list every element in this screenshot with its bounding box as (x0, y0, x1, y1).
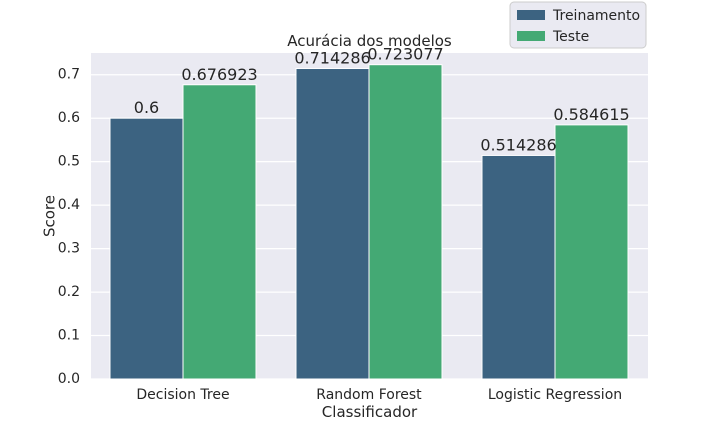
y-axis-title: Score (41, 195, 59, 237)
legend: Treinamento Teste (509, 1, 647, 49)
y-tick-label: 0.4 (58, 197, 80, 213)
x-tick-label: Logistic Regression (488, 387, 622, 403)
x-tick-label: Decision Tree (136, 387, 229, 403)
data-label: 0.514286 (480, 135, 556, 154)
data-label: 0.676923 (181, 65, 257, 84)
x-tick-label: Random Forest (316, 387, 422, 403)
y-tick-label: 0.3 (58, 241, 80, 257)
data-label: 0.6 (134, 98, 159, 117)
legend-label-treinamento: Treinamento (552, 8, 640, 24)
bar-logistic-regression-teste (554, 124, 629, 380)
legend-swatch-treinamento (517, 10, 545, 20)
legend-swatch-teste (517, 31, 545, 41)
data-label: 0.723077 (367, 45, 443, 64)
bar-decision-tree-treinamento (109, 117, 184, 380)
bars-layer (109, 64, 629, 380)
chart-title: Acurácia dos modelos (287, 32, 452, 50)
axes-layer: 0.0 0.1 0.2 0.3 0.4 0.5 0.6 0.7 Decision Tree Ran… (58, 67, 622, 403)
y-tick-label: 0.7 (58, 67, 80, 83)
y-tick-label: 0.6 (58, 110, 80, 126)
data-label: 0.714286 (294, 49, 370, 68)
data-label: 0.584615 (553, 105, 629, 124)
bar-random-forest-teste (368, 64, 443, 380)
legend-label-teste: Teste (552, 29, 589, 45)
x-axis-title: Classificador (322, 403, 418, 421)
bar-logistic-regression-treinamento (481, 154, 556, 380)
bar-decision-tree-teste (182, 84, 257, 380)
y-tick-label: 0.1 (58, 328, 80, 344)
y-tick-label: 0.5 (58, 154, 80, 170)
y-tick-label: 0.0 (58, 371, 80, 387)
y-tick-label: 0.2 (58, 284, 80, 300)
bar-random-forest-treinamento (295, 68, 370, 380)
